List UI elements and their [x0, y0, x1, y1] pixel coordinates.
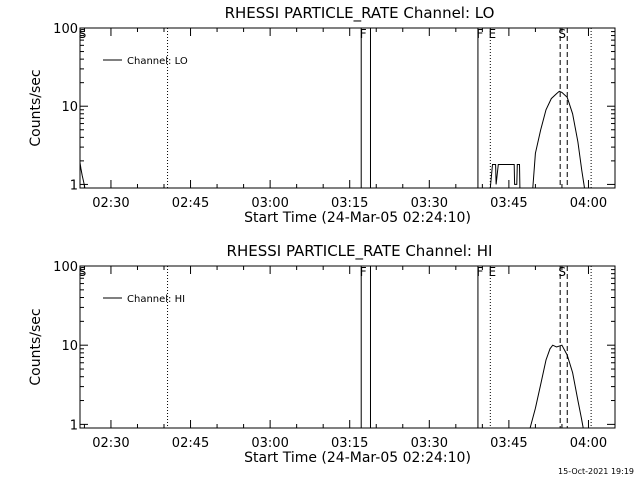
x-axis-label: Start Time (24-Mar-05 02:24:10) — [244, 210, 471, 226]
y-axis-label: Counts/sec — [28, 308, 44, 385]
series-line — [529, 344, 584, 429]
x-tick-label: 03:15 — [331, 436, 368, 451]
x-tick-label: 03:15 — [331, 196, 368, 211]
x-tick-label: 03:00 — [251, 196, 288, 211]
y-tick-label: 10 — [61, 100, 78, 115]
event-marker-label: S — [79, 27, 87, 41]
series-line — [489, 164, 521, 189]
y-tick-label: 100 — [53, 22, 78, 37]
event-marker-label: F — [360, 265, 367, 279]
event-marker-label: S — [558, 265, 566, 279]
series-line — [79, 162, 86, 189]
y-tick-label: 10 — [61, 339, 78, 354]
chart-title: RHESSI PARTICLE_RATE Channel: LO — [225, 4, 495, 23]
event-marker-label: E — [489, 265, 497, 279]
x-tick-label: 04:00 — [570, 436, 607, 451]
event-marker-label: F — [476, 265, 483, 279]
x-tick-label: 03:45 — [490, 436, 527, 451]
x-tick-label: 03:00 — [251, 436, 288, 451]
series-line — [532, 90, 585, 189]
x-tick-label: 02:30 — [92, 436, 129, 451]
x-tick-label: 02:30 — [92, 196, 129, 211]
x-tick-label: 03:30 — [411, 196, 448, 211]
legend-label: Channel: LO — [127, 56, 188, 67]
event-marker-label: F — [476, 27, 483, 41]
event-marker-label: F — [360, 27, 367, 41]
plot-frame — [79, 27, 616, 189]
y-tick-label: 1 — [70, 178, 78, 193]
hi-channel-panel: RHESSI PARTICLE_RATE Channel: HI 1 10 100 02… — [28, 242, 616, 466]
x-tick-label: 02:45 — [172, 436, 209, 451]
x-tick-label: 03:30 — [411, 436, 448, 451]
y-tick-label: 100 — [53, 260, 78, 275]
legend-label: Channel: HI — [127, 294, 185, 305]
y-tick-label: 1 — [70, 418, 78, 433]
chart-title: RHESSI PARTICLE_RATE Channel: HI — [227, 242, 493, 261]
event-marker-label: E — [489, 27, 497, 41]
plot-frame — [79, 265, 616, 429]
y-axis-label: Counts/sec — [28, 69, 44, 146]
lo-channel-panel: RHESSI PARTICLE_RATE Channel: LO 1 10 100 02… — [28, 4, 616, 226]
x-tick-label: 02:45 — [172, 196, 209, 211]
x-tick-label: 03:45 — [490, 196, 527, 211]
event-marker-label: S — [79, 265, 87, 279]
footer-timestamp: 15-Oct-2021 19:19 — [558, 467, 634, 476]
x-axis-label: Start Time (24-Mar-05 02:24:10) — [244, 450, 471, 466]
event-marker-label: S — [558, 27, 566, 41]
x-tick-label: 04:00 — [570, 196, 607, 211]
